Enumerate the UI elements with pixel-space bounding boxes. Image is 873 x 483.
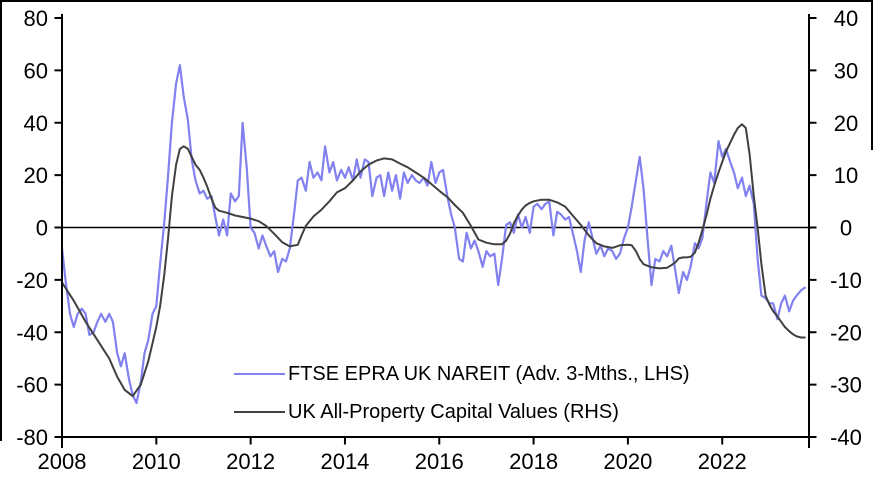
x-axis-tick-label: 2012 [226,449,275,474]
x-axis-tick-label: 2008 [38,449,87,474]
right-axis-tick-label: -20 [830,320,862,345]
left-axis-tick-label: -80 [16,425,48,450]
right-axis-tick-label: 10 [834,163,858,188]
x-axis-tick-label: 2010 [132,449,181,474]
x-axis-tick-label: 2016 [415,449,464,474]
x-axis-tick-label: 2020 [603,449,652,474]
right-axis-tick-label: 30 [834,58,858,83]
nareit-line-swatch [234,373,285,375]
left-axis-tick-label: 20 [24,163,48,188]
left-axis-tick-label: 80 [24,6,48,31]
chart-legend: FTSE EPRA UK NAREIT (Adv. 3-Mths., LHS) … [234,355,690,431]
right-axis-tick-label: 0 [840,216,852,241]
legend-label-capital-values: UK All-Property Capital Values (RHS) [288,400,619,423]
right-axis-tick-label: -30 [830,373,862,398]
series-line-0 [60,63,806,405]
left-axis-tick-label: -60 [16,373,48,398]
left-axis-tick-label: -40 [16,320,48,345]
right-axis-tick-label: -10 [830,268,862,293]
left-axis-tick-label: 0 [36,216,48,241]
x-axis-tick-label: 2018 [509,449,558,474]
x-axis-tick-label: 2014 [320,449,369,474]
right-axis-tick-label: 20 [834,111,858,136]
legend-item-capital-values: UK All-Property Capital Values (RHS) [234,393,690,431]
left-axis-tick-label: -20 [16,268,48,293]
series-line-1 [61,123,806,398]
right-axis-tick-label: 40 [834,6,858,31]
frame-right-border [871,0,873,150]
capital-values-line-swatch [234,411,285,413]
frame-left-border [0,0,2,441]
right-axis-tick-label: -40 [830,425,862,450]
frame-top-border [0,0,873,2]
left-axis-tick-label: 40 [24,111,48,136]
legend-item-nareit: FTSE EPRA UK NAREIT (Adv. 3-Mths., LHS) [234,355,690,393]
left-axis-tick-label: 60 [24,58,48,83]
legend-label-nareit: FTSE EPRA UK NAREIT (Adv. 3-Mths., LHS) [288,362,690,385]
x-axis-tick-label: 2022 [698,449,747,474]
